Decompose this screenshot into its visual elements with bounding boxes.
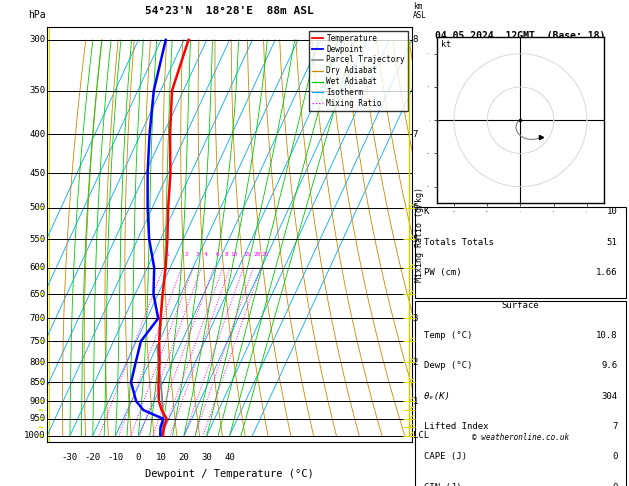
- Text: 304: 304: [601, 392, 618, 400]
- Text: 750: 750: [29, 337, 45, 346]
- Text: 4: 4: [204, 252, 208, 257]
- Text: 10: 10: [607, 208, 618, 216]
- Text: 1: 1: [165, 252, 169, 257]
- Text: 20: 20: [179, 452, 189, 462]
- Text: kt: kt: [441, 40, 451, 50]
- Text: 3: 3: [413, 314, 418, 323]
- Text: 0: 0: [612, 452, 618, 461]
- Text: 40: 40: [224, 452, 235, 462]
- Text: 10: 10: [156, 452, 167, 462]
- Text: 51: 51: [607, 238, 618, 247]
- Text: LCL: LCL: [413, 431, 429, 440]
- Text: 20: 20: [253, 252, 261, 257]
- Text: 850: 850: [29, 378, 45, 387]
- Text: PW (cm): PW (cm): [423, 268, 461, 277]
- Text: Dewpoint / Temperature (°C): Dewpoint / Temperature (°C): [145, 469, 314, 479]
- Text: 950: 950: [29, 415, 45, 423]
- Text: K: K: [423, 208, 429, 216]
- Legend: Temperature, Dewpoint, Parcel Trajectory, Dry Adiabat, Wet Adiabat, Isotherm, Mi: Temperature, Dewpoint, Parcel Trajectory…: [309, 31, 408, 111]
- Text: 10: 10: [230, 252, 238, 257]
- Text: hPa: hPa: [28, 11, 45, 20]
- Text: Totals Totals: Totals Totals: [423, 238, 493, 247]
- Text: 6: 6: [216, 252, 220, 257]
- Text: 54°23'N  18°28'E  88m ASL: 54°23'N 18°28'E 88m ASL: [145, 6, 314, 17]
- Text: CAPE (J): CAPE (J): [423, 452, 467, 461]
- Text: 7: 7: [612, 422, 618, 431]
- Text: 350: 350: [29, 86, 45, 95]
- Text: -10: -10: [108, 452, 124, 462]
- Text: 450: 450: [29, 169, 45, 178]
- Text: Surface: Surface: [502, 300, 539, 310]
- Text: 800: 800: [29, 358, 45, 367]
- Text: 6: 6: [413, 203, 418, 212]
- Text: 600: 600: [29, 263, 45, 272]
- Text: 10.8: 10.8: [596, 331, 618, 340]
- Text: 400: 400: [29, 130, 45, 139]
- Text: 500: 500: [29, 203, 45, 212]
- Text: 700: 700: [29, 314, 45, 323]
- Text: 1: 1: [413, 397, 418, 405]
- Text: Lifted Index: Lifted Index: [423, 422, 488, 431]
- Text: 7: 7: [413, 130, 418, 139]
- Text: 30: 30: [201, 452, 212, 462]
- Text: 5: 5: [413, 235, 418, 243]
- Text: Mixing Ratio (g/kg): Mixing Ratio (g/kg): [415, 187, 424, 282]
- Text: 2: 2: [413, 358, 418, 367]
- Text: 650: 650: [29, 290, 45, 298]
- Text: CIN (J): CIN (J): [423, 483, 461, 486]
- Text: 900: 900: [29, 397, 45, 405]
- Text: 3: 3: [196, 252, 199, 257]
- Text: 0: 0: [612, 483, 618, 486]
- Text: 8: 8: [413, 35, 418, 44]
- Text: 25: 25: [261, 252, 269, 257]
- Text: © weatheronline.co.uk: © weatheronline.co.uk: [472, 433, 569, 442]
- Text: θₑ(K): θₑ(K): [423, 392, 450, 400]
- Text: 04.05.2024  12GMT  (Base: 18): 04.05.2024 12GMT (Base: 18): [435, 31, 606, 41]
- Text: Temp (°C): Temp (°C): [423, 331, 472, 340]
- Text: 2: 2: [184, 252, 187, 257]
- Text: 8: 8: [225, 252, 229, 257]
- Text: 1.66: 1.66: [596, 268, 618, 277]
- Text: -20: -20: [85, 452, 101, 462]
- Text: 550: 550: [29, 235, 45, 243]
- Text: Dewp (°C): Dewp (°C): [423, 361, 472, 370]
- Text: 1000: 1000: [24, 431, 45, 440]
- Text: 9.6: 9.6: [601, 361, 618, 370]
- Text: 0: 0: [136, 452, 141, 462]
- Text: km
ASL: km ASL: [413, 2, 426, 20]
- Text: 300: 300: [29, 35, 45, 44]
- Text: 15: 15: [243, 252, 251, 257]
- Text: -30: -30: [62, 452, 78, 462]
- Bar: [415, 300, 626, 486]
- Bar: [415, 208, 626, 298]
